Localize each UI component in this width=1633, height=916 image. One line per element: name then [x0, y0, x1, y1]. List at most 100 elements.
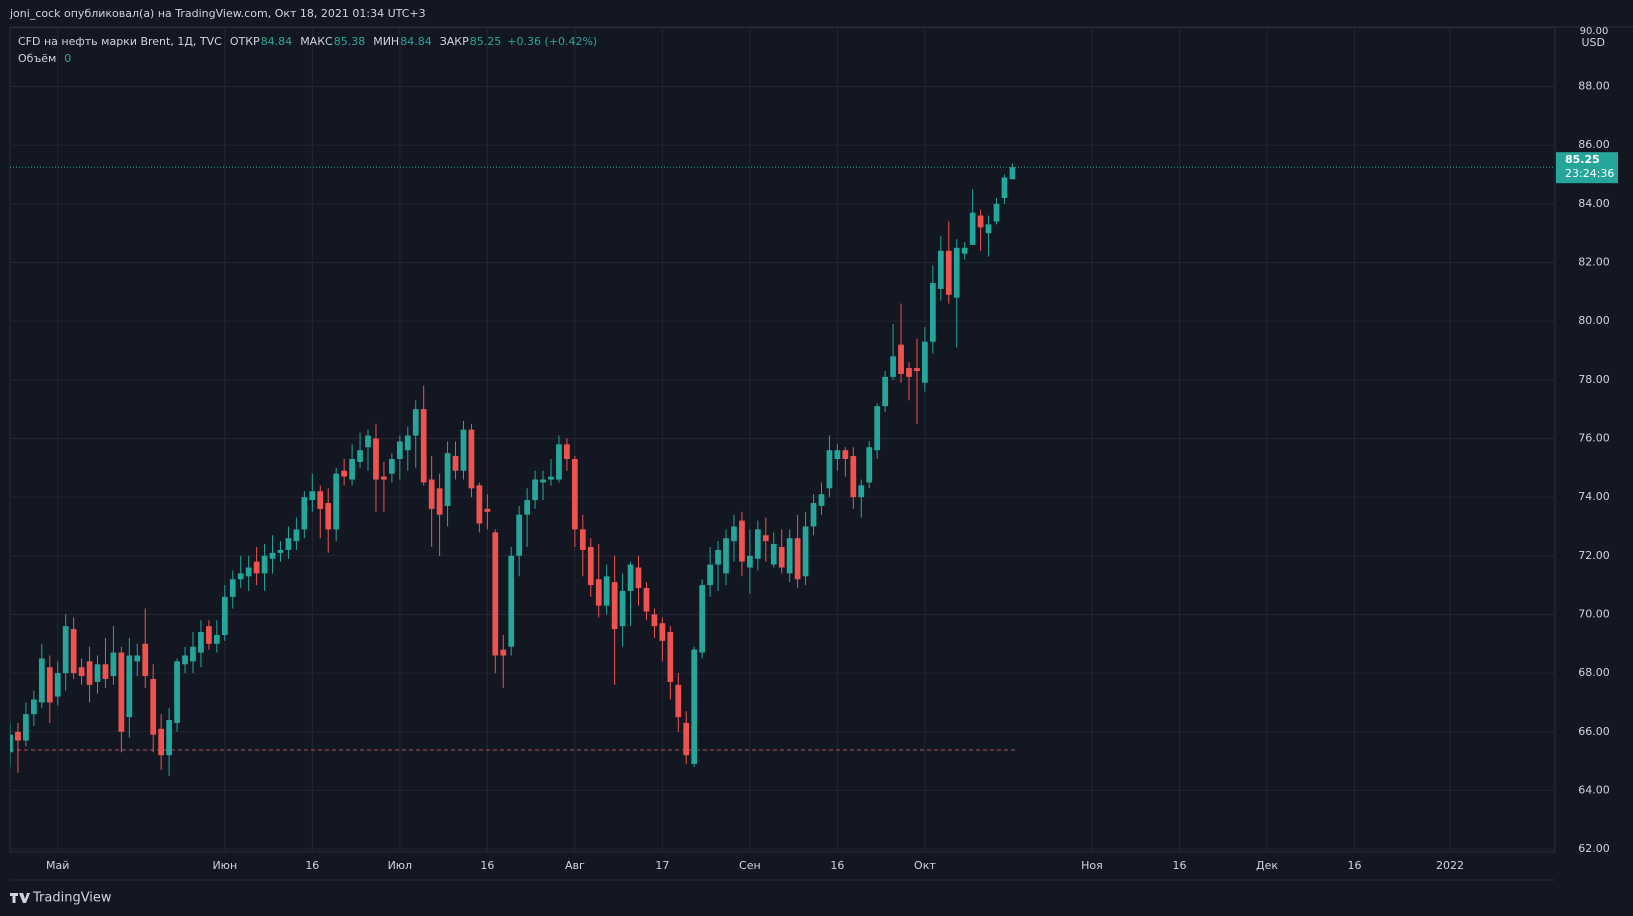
candle-body	[826, 450, 833, 489]
legend-close-value: 85.25	[470, 35, 502, 48]
candle-body	[643, 588, 650, 612]
candle-body	[651, 614, 658, 627]
candle-body	[349, 459, 355, 480]
candle-body	[253, 561, 260, 574]
x-tick-label: Ноя	[1081, 859, 1103, 872]
x-tick-label: Авг	[565, 859, 585, 872]
candle-body	[261, 555, 268, 574]
candle-body	[23, 714, 29, 741]
candle-body	[500, 649, 507, 656]
candle-body	[627, 564, 634, 591]
candle-body	[373, 438, 379, 480]
y-tick-label: 84.00	[1578, 197, 1610, 210]
candle-body	[993, 203, 1000, 222]
candle-body	[142, 643, 149, 677]
y-tick-label: 62.00	[1578, 842, 1610, 855]
candle-body	[754, 529, 761, 559]
candle-body	[213, 634, 220, 644]
plot-pane	[9, 26, 1556, 853]
legend-open-value: 84.84	[261, 35, 293, 48]
y-tick-label: 64.00	[1578, 783, 1610, 796]
candle-body	[524, 500, 530, 515]
x-tick-label: Окт	[914, 859, 936, 872]
x-tick-label: 16	[305, 859, 319, 872]
candle-body	[715, 549, 721, 565]
x-tick-label: 16	[1172, 859, 1186, 872]
legend-high-value: 85.38	[334, 35, 366, 48]
candle-body	[10, 734, 13, 753]
candle-body	[556, 444, 562, 480]
candle-body	[389, 459, 395, 474]
candle-body	[86, 661, 93, 685]
candle-body	[293, 529, 300, 542]
y-tick-label: 80.00	[1578, 314, 1610, 327]
candle-body	[365, 435, 371, 448]
candle-body	[985, 224, 992, 234]
candle-body	[922, 341, 928, 383]
x-tick-label: 17	[655, 859, 669, 872]
pane	[10, 27, 1555, 852]
x-tick-label: 2022	[1436, 859, 1464, 872]
candle-body	[842, 450, 849, 460]
x-tick-label: Июн	[212, 859, 237, 872]
candle-body	[317, 491, 324, 509]
publisher-header: joni_cock опубликовал(а) на TradingView.…	[9, 7, 426, 20]
candle-body	[667, 632, 674, 682]
candle-body	[134, 655, 141, 662]
x-tick-label: 16	[480, 859, 494, 872]
candle-body	[102, 664, 109, 679]
candle-body	[739, 520, 745, 562]
legend-close-label: ЗАКР	[440, 35, 469, 48]
candle-body	[945, 250, 952, 295]
candle-body	[579, 529, 586, 550]
candle-body	[357, 450, 363, 462]
candle-body	[444, 453, 451, 506]
brand-name: TradingView	[32, 891, 112, 906]
candle-body	[468, 429, 475, 489]
candle-body	[62, 626, 69, 674]
candle-body	[786, 538, 793, 574]
candle-body	[675, 684, 682, 718]
candle-body	[460, 429, 467, 471]
candle-body	[190, 646, 196, 662]
candle-body	[914, 368, 920, 372]
legend-open-label: ОТКР	[230, 35, 260, 48]
candle-body	[850, 456, 857, 498]
candle-body	[341, 470, 348, 477]
candle-body	[508, 555, 515, 647]
candle-body	[969, 212, 976, 245]
y-tick-label: 74.00	[1578, 490, 1610, 503]
candle-body	[802, 526, 809, 577]
candle-body	[834, 450, 841, 460]
candle-body	[691, 649, 698, 765]
candle-body	[731, 526, 737, 542]
candle-body	[683, 722, 690, 756]
y-tick-label: 78.00	[1578, 373, 1610, 386]
y-tick-label: 70.00	[1578, 607, 1610, 620]
candle-body	[221, 596, 228, 635]
candle-body	[571, 459, 578, 530]
legend-low-label: МИН	[373, 35, 399, 48]
candle-body	[118, 652, 125, 732]
candle-body	[937, 250, 944, 289]
currency-label: USD	[1581, 36, 1605, 49]
candle-body	[404, 435, 411, 451]
candle-body	[301, 497, 308, 530]
legend-volume-label: Объём	[18, 52, 56, 65]
x-tick-label: Май	[46, 859, 69, 872]
candle-body	[961, 247, 968, 254]
candle-body	[874, 406, 881, 451]
candle-body	[110, 652, 117, 677]
candle-body	[412, 409, 419, 436]
candle-body	[866, 447, 873, 483]
candle-body	[285, 538, 292, 550]
candle-body	[166, 720, 172, 756]
legend-title: CFD на нефть марки Brent, 1Д, TVC	[18, 35, 222, 48]
candle-body	[1001, 177, 1008, 198]
candle-body	[381, 476, 387, 480]
candle-body	[619, 590, 626, 627]
legend-high-label: МАКС	[300, 35, 333, 48]
